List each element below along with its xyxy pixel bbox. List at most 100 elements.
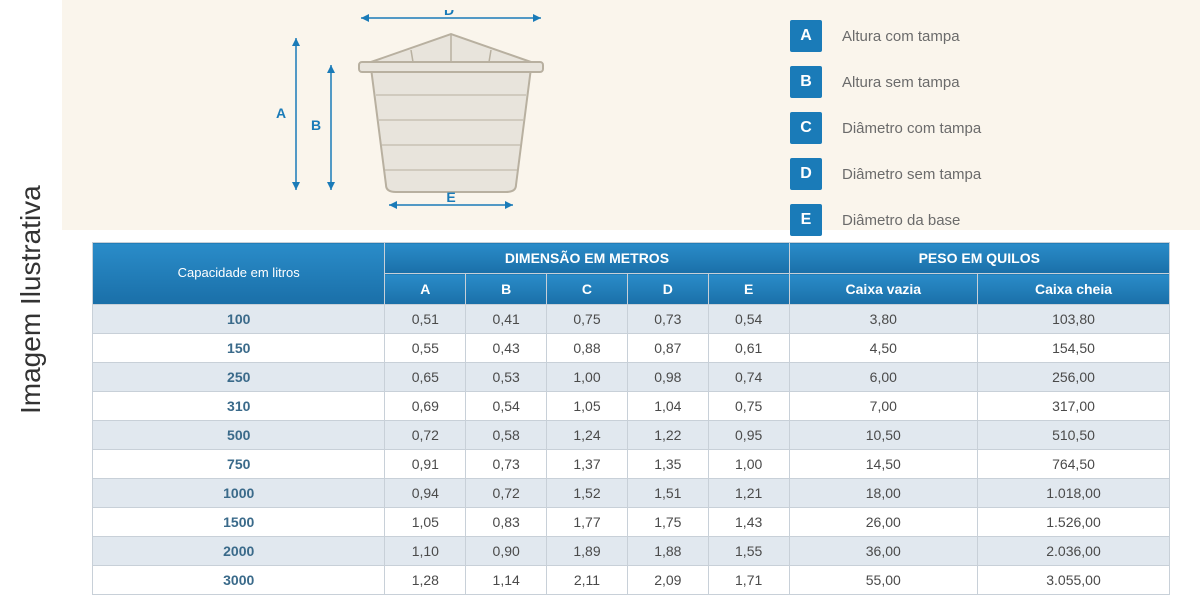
cell-B: 0,90 — [466, 537, 547, 566]
th-dim-group: DIMENSÃO EM METROS — [385, 243, 789, 274]
th-vazia: Caixa vazia — [789, 274, 977, 305]
legend-row: B Altura sem tampa — [790, 66, 1170, 98]
cell-D: 1,04 — [627, 392, 708, 421]
cell-B: 1,14 — [466, 566, 547, 595]
legend-text: Diâmetro da base — [842, 212, 960, 229]
cell-C: 1,00 — [547, 363, 628, 392]
cell-B: 0,53 — [466, 363, 547, 392]
cell-cheia: 3.055,00 — [978, 566, 1170, 595]
cell-A: 1,28 — [385, 566, 466, 595]
legend-badge: C — [790, 112, 822, 144]
tank-body-icon — [371, 68, 531, 192]
legend-text: Diâmetro sem tampa — [842, 166, 981, 183]
cell-B: 0,41 — [466, 305, 547, 334]
cell-D: 1,88 — [627, 537, 708, 566]
table-row: 3100,690,541,051,040,757,00317,00 — [93, 392, 1170, 421]
cell-A: 0,51 — [385, 305, 466, 334]
cell-E: 0,74 — [708, 363, 789, 392]
legend-text: Altura sem tampa — [842, 74, 960, 91]
cell-vazia: 36,00 — [789, 537, 977, 566]
th-peso-group: PESO EM QUILOS — [789, 243, 1169, 274]
cell-vazia: 55,00 — [789, 566, 977, 595]
legend-row: DDiâmetro sem tampa — [790, 158, 1170, 190]
cell-vazia: 4,50 — [789, 334, 977, 363]
tank-diagram: D A B — [241, 10, 601, 210]
th-B: B — [466, 274, 547, 305]
cell-cheia: 764,50 — [978, 450, 1170, 479]
cell-cap: 1000 — [93, 479, 385, 508]
table-row: 1500,550,430,880,870,614,50154,50 — [93, 334, 1170, 363]
legend-badge: B — [790, 66, 822, 98]
dim-label-B: B — [311, 117, 321, 133]
cell-cap: 3000 — [93, 566, 385, 595]
cell-A: 0,91 — [385, 450, 466, 479]
cell-vazia: 3,80 — [789, 305, 977, 334]
cell-C: 1,77 — [547, 508, 628, 537]
table-row: 1000,510,410,750,730,543,80103,80 — [93, 305, 1170, 334]
cell-D: 2,09 — [627, 566, 708, 595]
th-A: A — [385, 274, 466, 305]
legend-row: C Diâmetro com tampa — [790, 112, 1170, 144]
cell-C: 1,05 — [547, 392, 628, 421]
legend-text: Altura com tampa — [842, 28, 960, 45]
cell-A: 1,10 — [385, 537, 466, 566]
cell-cap: 750 — [93, 450, 385, 479]
cell-cap: 310 — [93, 392, 385, 421]
cell-B: 0,54 — [466, 392, 547, 421]
main-content: D A B — [62, 0, 1200, 600]
cell-A: 0,94 — [385, 479, 466, 508]
cell-cheia: 510,50 — [978, 421, 1170, 450]
table-row: 10000,940,721,521,511,2118,001.018,00 — [93, 479, 1170, 508]
cell-D: 0,87 — [627, 334, 708, 363]
cell-cheia: 256,00 — [978, 363, 1170, 392]
cell-C: 0,88 — [547, 334, 628, 363]
legend-badge: A — [790, 20, 822, 52]
cell-A: 0,65 — [385, 363, 466, 392]
dim-label-D: D — [444, 10, 454, 18]
cell-A: 0,69 — [385, 392, 466, 421]
table-row: 5000,720,581,241,220,9510,50510,50 — [93, 421, 1170, 450]
cell-cap: 1500 — [93, 508, 385, 537]
cell-E: 1,00 — [708, 450, 789, 479]
cell-E: 1,43 — [708, 508, 789, 537]
cell-E: 1,21 — [708, 479, 789, 508]
spec-table: Capacidade em litros DIMENSÃO EM METROS … — [92, 242, 1170, 595]
cell-vazia: 14,50 — [789, 450, 977, 479]
table-row: 15001,050,831,771,751,4326,001.526,00 — [93, 508, 1170, 537]
cell-B: 0,73 — [466, 450, 547, 479]
diagram-area: D A B — [92, 10, 750, 210]
cell-cap: 2000 — [93, 537, 385, 566]
th-E: E — [708, 274, 789, 305]
dim-label-E: E — [446, 189, 455, 205]
cell-D: 1,51 — [627, 479, 708, 508]
cell-B: 0,83 — [466, 508, 547, 537]
cell-D: 0,73 — [627, 305, 708, 334]
top-section: D A B — [62, 0, 1200, 230]
cell-D: 1,22 — [627, 421, 708, 450]
cell-E: 0,54 — [708, 305, 789, 334]
table-section: Capacidade em litros DIMENSÃO EM METROS … — [62, 230, 1200, 600]
dim-label-A: A — [276, 105, 286, 121]
cell-cap: 250 — [93, 363, 385, 392]
cell-cap: 100 — [93, 305, 385, 334]
cell-B: 0,72 — [466, 479, 547, 508]
cell-cheia: 154,50 — [978, 334, 1170, 363]
cell-C: 2,11 — [547, 566, 628, 595]
cell-C: 1,89 — [547, 537, 628, 566]
table-row: 30001,281,142,112,091,7155,003.055,00 — [93, 566, 1170, 595]
cell-cap: 150 — [93, 334, 385, 363]
cell-C: 1,37 — [547, 450, 628, 479]
cell-vazia: 26,00 — [789, 508, 977, 537]
cell-cap: 500 — [93, 421, 385, 450]
cell-D: 0,98 — [627, 363, 708, 392]
cell-vazia: 6,00 — [789, 363, 977, 392]
cell-C: 1,24 — [547, 421, 628, 450]
cell-C: 1,52 — [547, 479, 628, 508]
th-D: D — [627, 274, 708, 305]
cell-B: 0,43 — [466, 334, 547, 363]
cell-E: 0,61 — [708, 334, 789, 363]
cell-vazia: 7,00 — [789, 392, 977, 421]
cell-cheia: 1.018,00 — [978, 479, 1170, 508]
legend-text: Diâmetro com tampa — [842, 120, 981, 137]
th-capacity: Capacidade em litros — [93, 243, 385, 305]
